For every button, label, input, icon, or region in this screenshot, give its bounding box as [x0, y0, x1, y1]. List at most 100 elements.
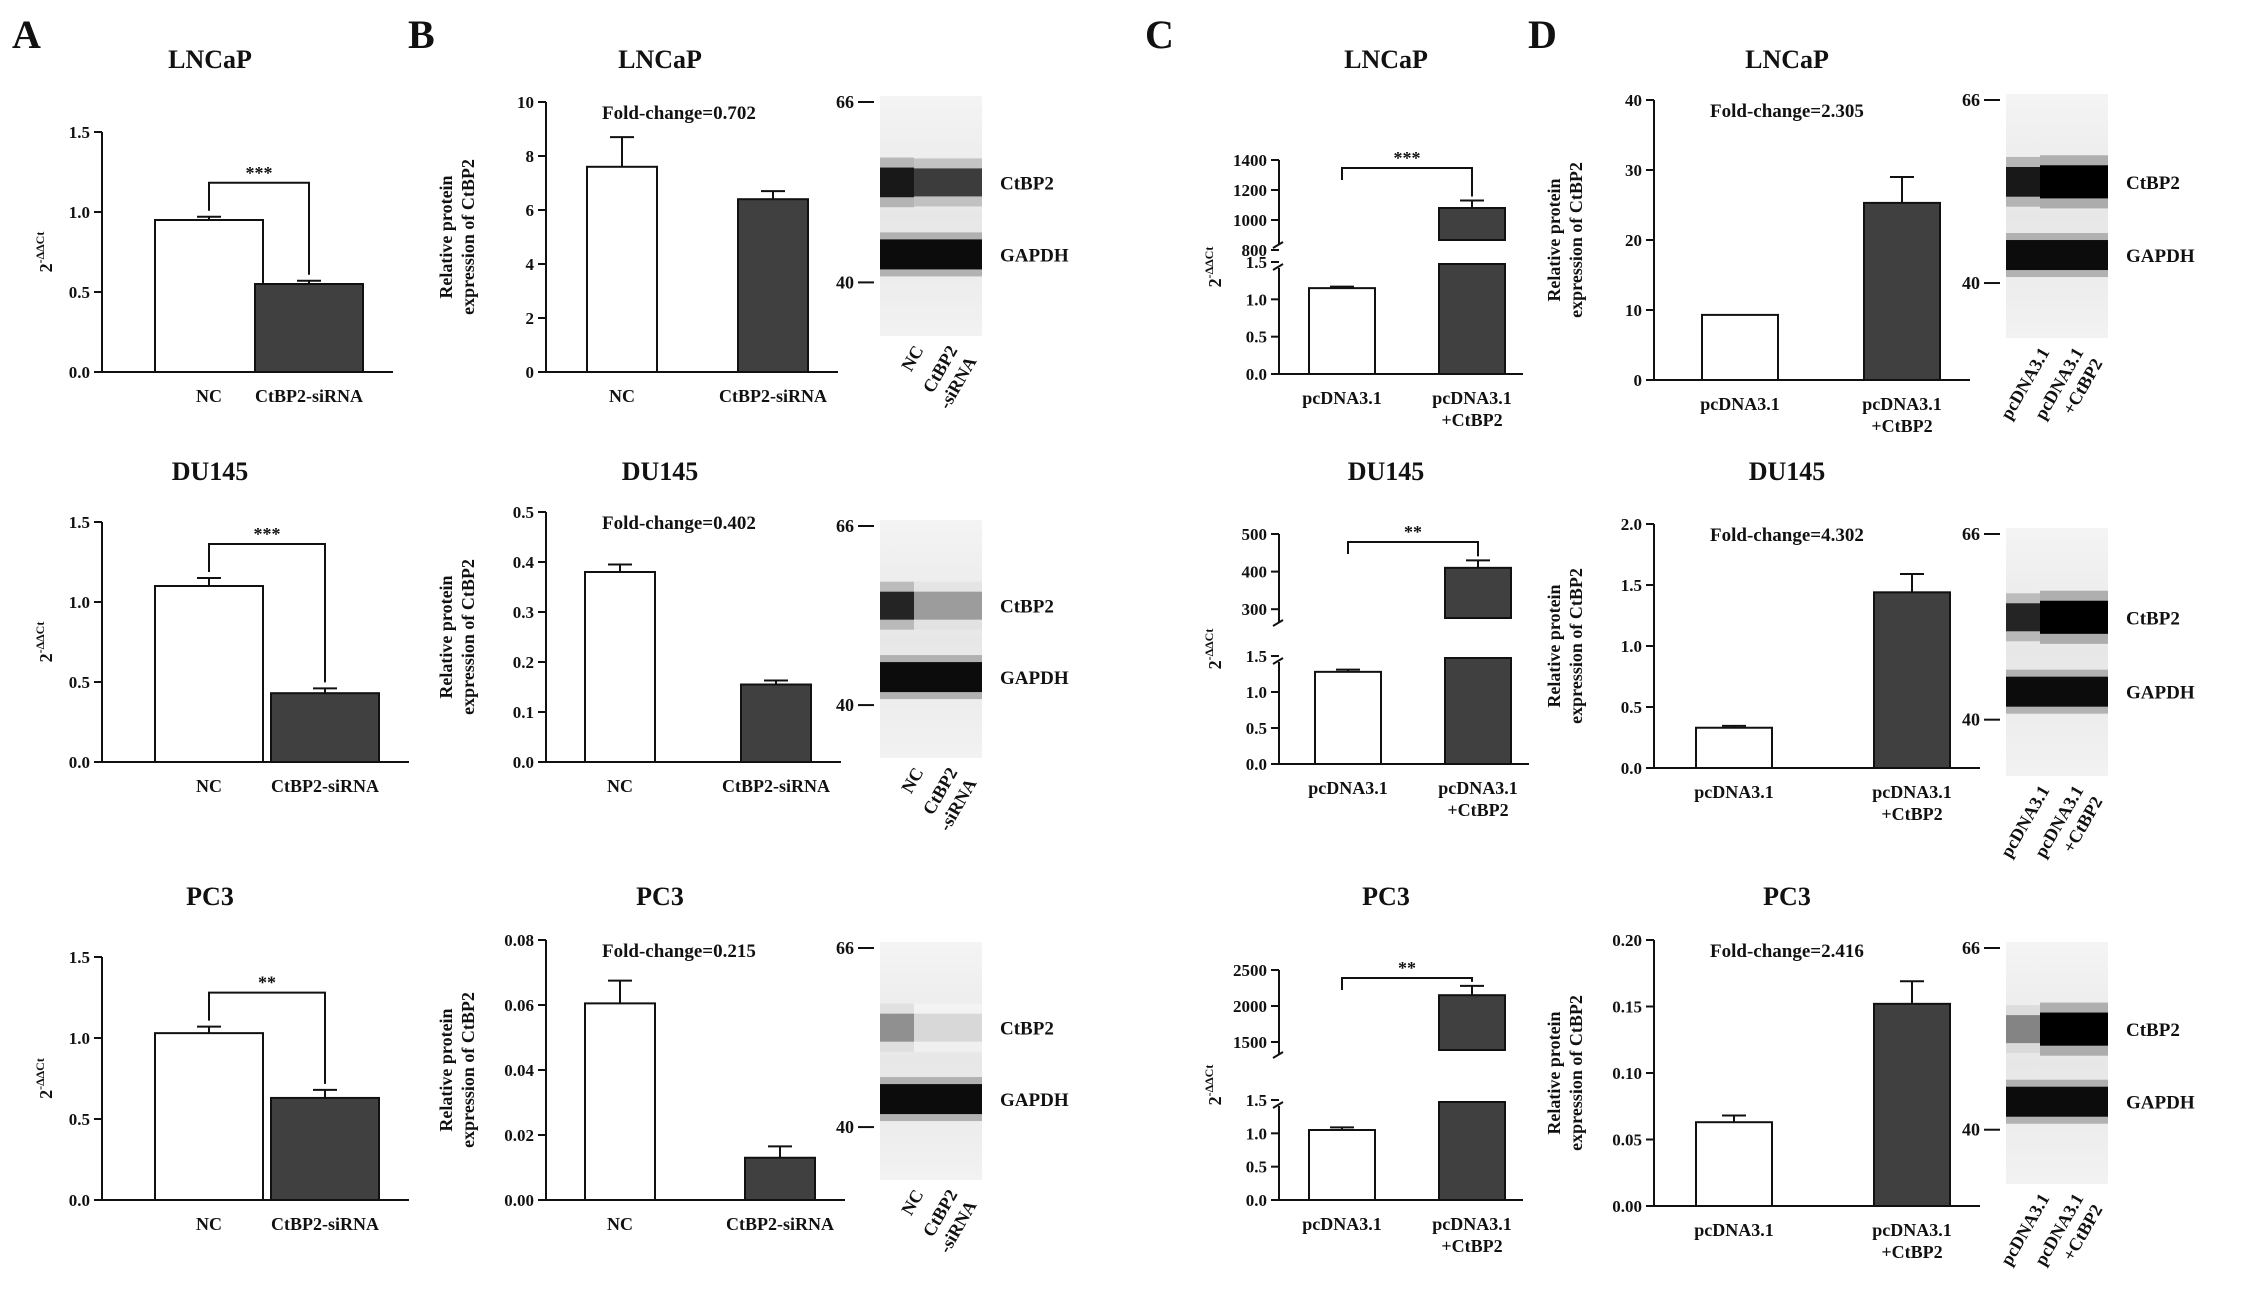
bar	[1444, 657, 1512, 765]
x-category-label: NC	[609, 386, 635, 406]
y-tick-label: 300	[1242, 600, 1268, 619]
bar	[1438, 263, 1506, 375]
chart-c3: PC3 2-ΔΔCt 0.0 0.5 1.0 1.5 1500 2000 2500 ** pcDNA…	[1202, 882, 1523, 1256]
y-tick-label: 2500	[1233, 961, 1267, 980]
x-category-label: pcDNA3.1 +CtBP2	[1872, 1220, 1952, 1262]
chart-title: PC3	[636, 882, 684, 911]
axis-break-mark	[1272, 619, 1284, 627]
bar	[154, 585, 264, 763]
x-category-label: CtBP2-siRNA	[722, 776, 830, 796]
fold-change-label: Fold-change=0.402	[602, 513, 756, 534]
chart-title: LNCaP	[618, 45, 702, 74]
band-label-gapdh: GAPDH	[2126, 246, 2195, 267]
y-tick-label: 1200	[1233, 181, 1267, 200]
y-tick-label: 1400	[1233, 151, 1267, 170]
y-tick-label: 0.5	[69, 283, 90, 302]
y-tick-label: 10	[1625, 301, 1642, 320]
y-tick-label: 0.0	[1621, 759, 1642, 778]
fold-change-label: Fold-change=2.305	[1710, 101, 1864, 122]
y-tick-label: 0.05	[1612, 1131, 1642, 1150]
blot-band-gapdh	[914, 662, 982, 693]
band-label-ctbp2: CtBP2	[1000, 1019, 1054, 1040]
y-tick-label: 0.0	[1246, 365, 1267, 384]
chart-a1: LNCaP 2-ΔΔCt 0.0 0.5 1.0 1.5 NC CtBP2-siRNA ***	[33, 45, 393, 406]
significance-bracket	[208, 543, 326, 683]
band-label-gapdh: GAPDH	[1000, 1090, 1069, 1111]
x-category-label: pcDNA3.1 +CtBP2	[1438, 778, 1518, 820]
y-tick-label: 0.0	[1246, 755, 1267, 774]
y-tick-label: 6	[526, 201, 535, 220]
axis-break-mark	[1272, 1101, 1284, 1109]
x-category-label: CtBP2-siRNA	[271, 776, 379, 796]
panel-letter-a: A	[12, 12, 41, 57]
y-tick-label: 1.5	[1621, 576, 1642, 595]
y-tick-label: 0.0	[69, 753, 90, 772]
y-tick-label: 1.0	[1246, 290, 1267, 309]
chart-a2: DU145 2-ΔΔCt 0.0 0.5 1.0 1.5 NC CtBP2-siRNA ***	[33, 457, 409, 796]
bar	[254, 283, 364, 373]
chart-title: LNCaP	[1745, 45, 1829, 74]
band-label-ctbp2: CtBP2	[1000, 173, 1054, 194]
mw-marker-top: 66	[1962, 524, 1980, 544]
mw-marker-bottom: 40	[1962, 1120, 1980, 1140]
y-tick-label: 0.15	[1612, 998, 1642, 1017]
significance-label: **	[1404, 522, 1422, 542]
band-label-ctbp2: CtBP2	[2126, 1020, 2180, 1041]
bar	[584, 1002, 656, 1201]
y-tick-label: 1.0	[1621, 637, 1642, 656]
bar	[1444, 566, 1512, 620]
mw-marker-top: 66	[836, 92, 854, 112]
chart-title: PC3	[1763, 882, 1811, 911]
y-tick-label: 0.08	[504, 931, 534, 950]
y-axis-label-group: 2-ΔΔCt	[33, 622, 56, 663]
y-tick-label: 40	[1625, 91, 1642, 110]
bar	[1863, 201, 1941, 381]
axis-break-mark	[1272, 657, 1284, 665]
bar	[1438, 207, 1506, 241]
y-tick-label: 400	[1242, 563, 1268, 582]
bar	[1695, 1121, 1773, 1207]
significance-bracket	[1347, 541, 1479, 557]
chart-b2: DU145 Relative protein expression of CtBP2…	[436, 457, 841, 796]
y-tick-label: 0.5	[69, 1110, 90, 1129]
bar	[1873, 1002, 1951, 1208]
chart-title: LNCaP	[168, 45, 252, 74]
mw-marker-top: 66	[836, 516, 854, 536]
y-tick-label: 1.5	[69, 513, 90, 532]
significance-label: ***	[1394, 148, 1421, 168]
lane-label-group: NC	[897, 764, 927, 797]
y-tick-label: 1.5	[69, 948, 90, 967]
x-category-label: NC	[196, 386, 222, 406]
y-tick-label: 0.02	[504, 1126, 534, 1145]
chart-title: PC3	[186, 882, 234, 911]
chart-d2: DU145 Relative protein expression of CtBP2…	[1544, 457, 1980, 824]
y-tick-label: 0.0	[69, 1191, 90, 1210]
y-tick-label: 0.4	[513, 553, 535, 572]
bar	[1701, 313, 1779, 381]
fold-change-label: Fold-change=2.416	[1710, 941, 1864, 962]
chart-title: DU145	[172, 457, 249, 486]
y-axis-label: 2-ΔΔCt	[1202, 629, 1225, 670]
bar	[270, 1096, 380, 1201]
y-tick-label: 0.06	[504, 996, 534, 1015]
y-tick-label: 0.0	[1246, 1191, 1267, 1210]
y-tick-label: 0.5	[69, 673, 90, 692]
y-axis-label-group: 2-ΔΔCt	[33, 232, 56, 273]
panel-letter-b: B	[408, 12, 435, 57]
fold-change-label: Fold-change=0.702	[602, 103, 756, 124]
chart-b1: LNCaP Relative protein expression of CtBP2…	[436, 45, 838, 406]
y-tick-label: 2.0	[1621, 515, 1642, 534]
y-tick-label: 1000	[1233, 211, 1267, 230]
y-tick-label: 1.5	[1246, 253, 1267, 272]
lane-label-group: NC	[897, 342, 927, 375]
y-tick-label: 0.20	[1612, 931, 1642, 950]
y-tick-label: 1.5	[1246, 1091, 1267, 1110]
blot-band-ctbp2	[914, 591, 982, 620]
significance-label: **	[258, 973, 276, 993]
y-axis-label-group: 2-ΔΔCt	[1202, 629, 1225, 670]
blot-band-ctbp2	[914, 1013, 982, 1042]
